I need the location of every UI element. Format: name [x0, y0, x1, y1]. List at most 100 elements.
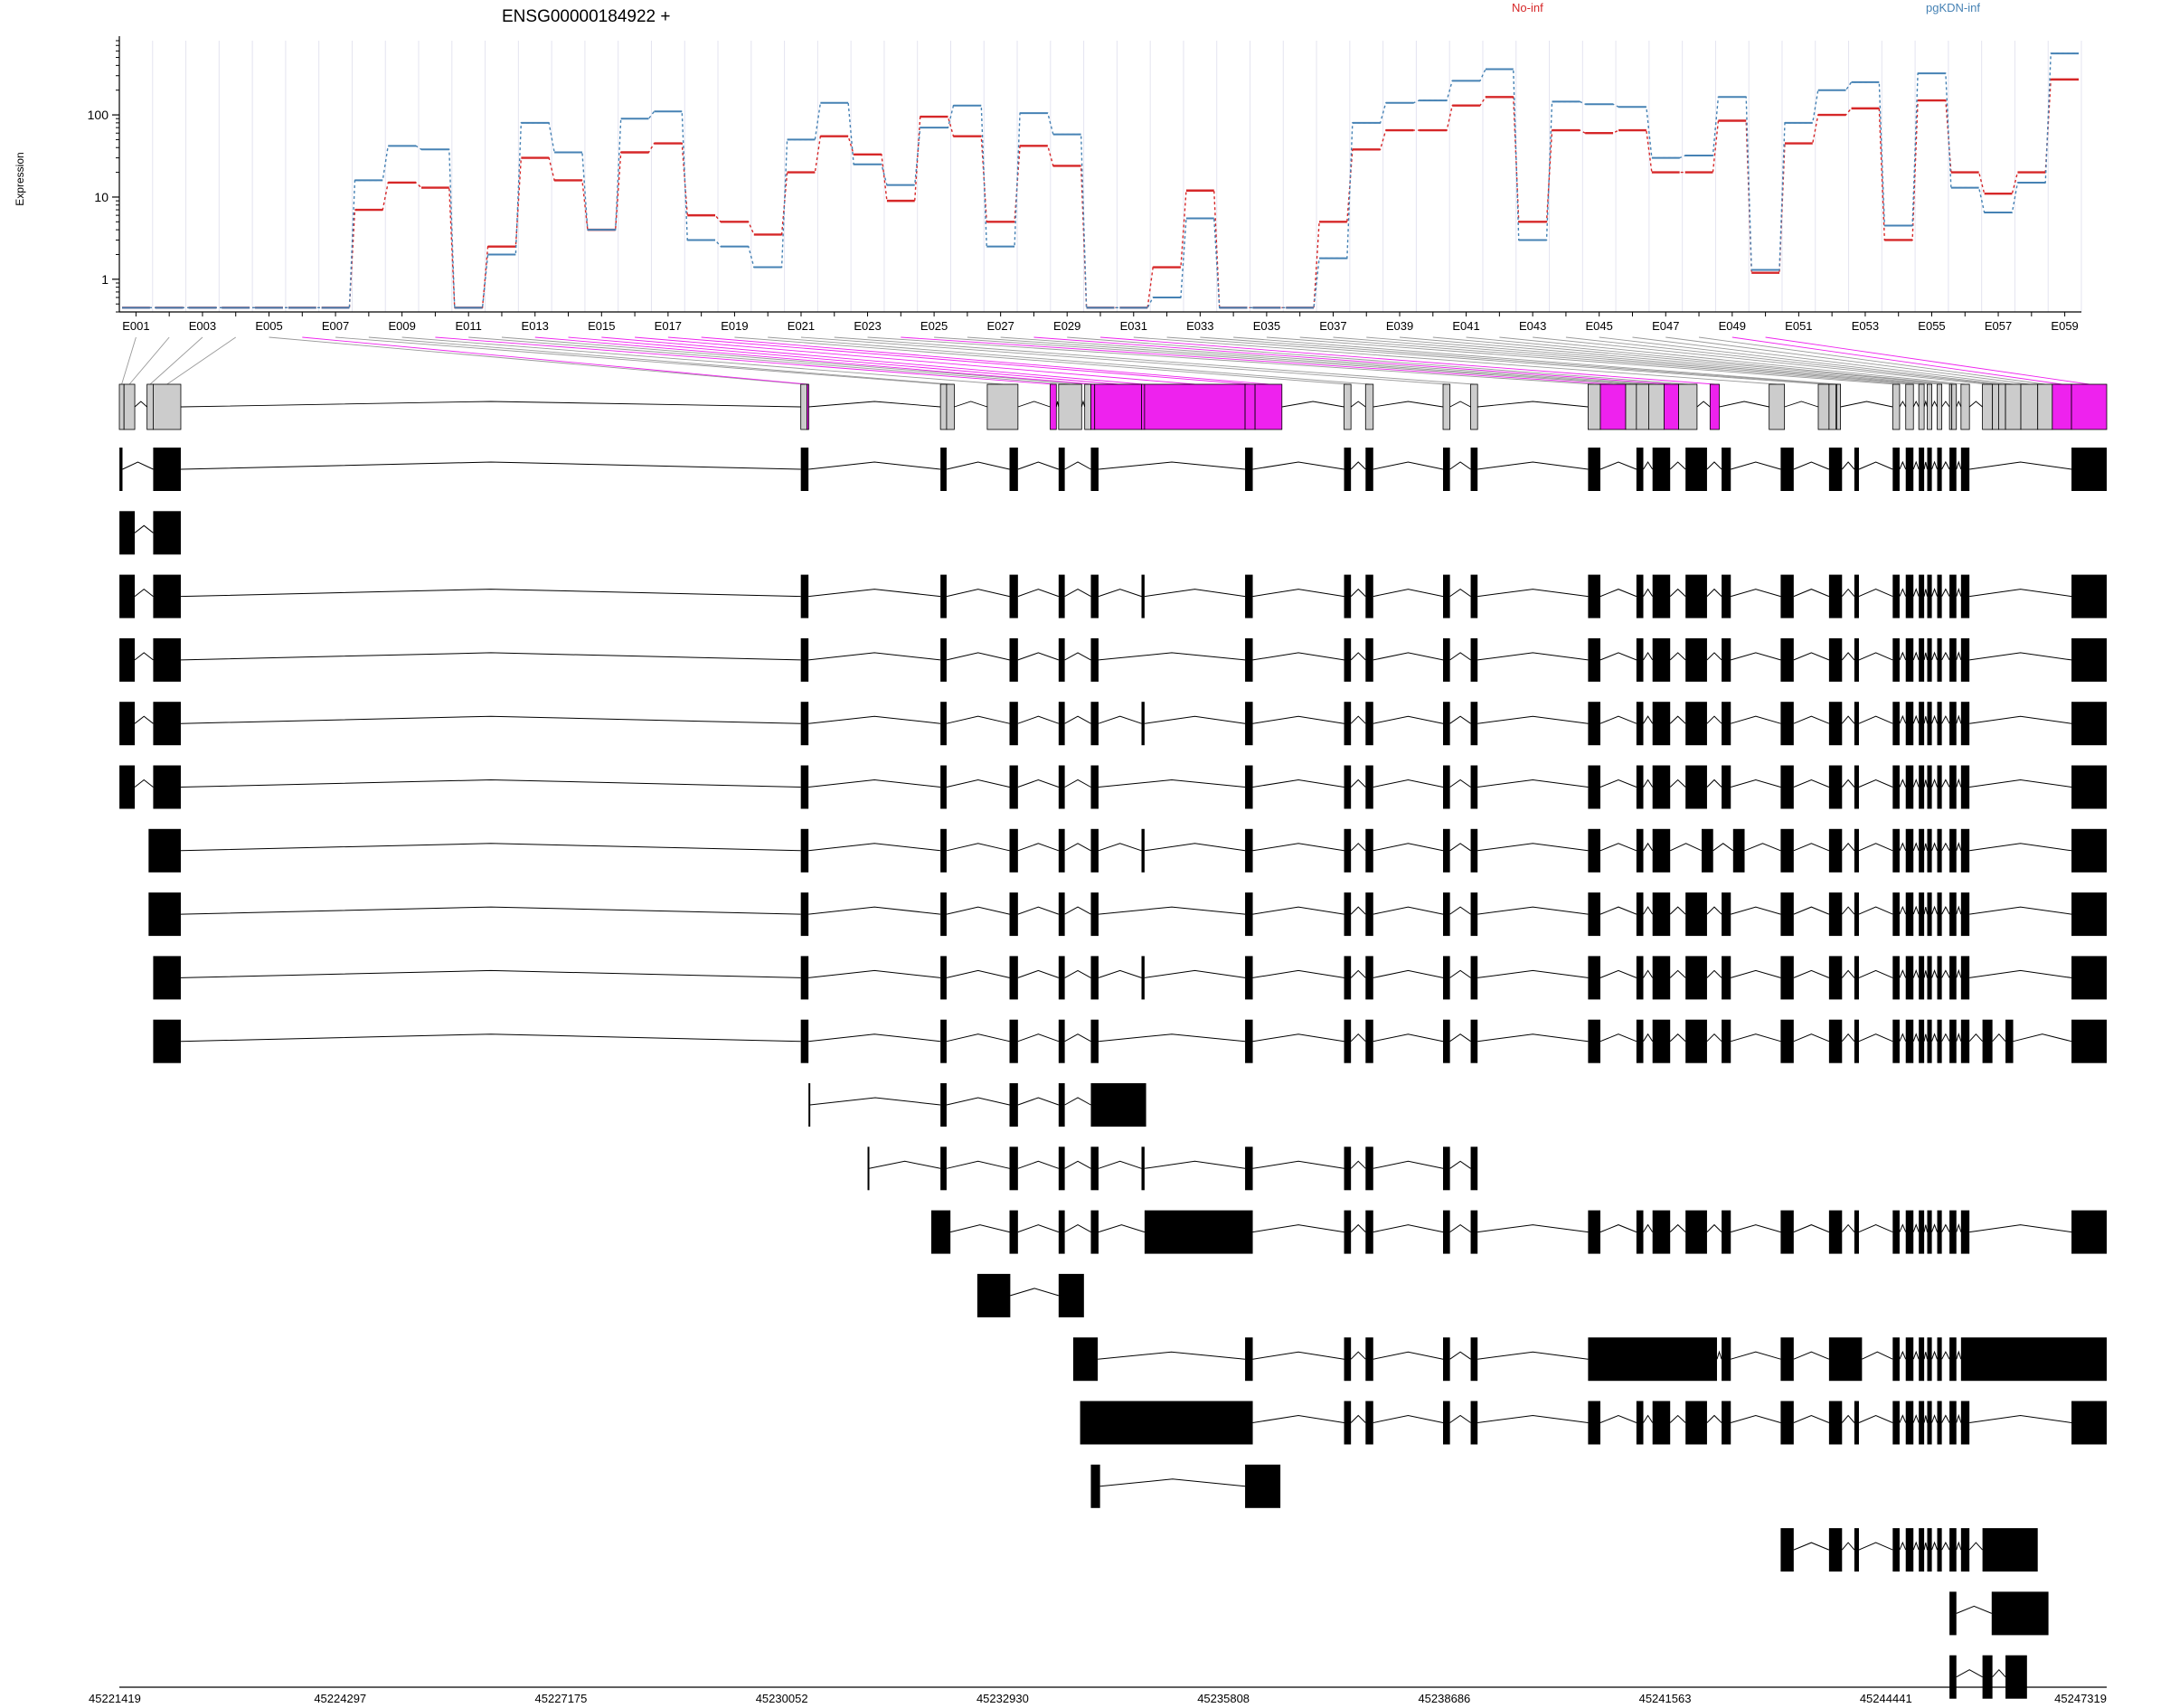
transcript-exon — [1854, 1210, 1859, 1254]
transcript-exon — [153, 1019, 181, 1063]
transcript-exon — [1949, 1528, 1957, 1572]
transcript-intron — [2013, 1033, 2072, 1043]
transcript-exon — [2071, 828, 2107, 873]
exon-box — [1364, 383, 1374, 430]
transcript-intron — [1731, 779, 1781, 788]
transcript-exon — [1722, 1401, 1731, 1445]
plot-area: 1 10 100 E001 E003 E005 E007 E009 E011 E013 E015 E0… — [88, 36, 2082, 333]
transcript-intron — [1017, 589, 1059, 598]
transcript-intron — [1477, 843, 1589, 852]
transcript-exon — [800, 765, 809, 809]
transcript-intron — [1477, 906, 1589, 915]
transcript-intron — [1669, 652, 1686, 661]
intron-line — [1017, 401, 1051, 408]
transcript-exon — [1470, 765, 1478, 809]
intron-line — [1449, 401, 1471, 408]
transcript-intron — [1599, 1414, 1637, 1423]
transcript-exon — [1722, 574, 1731, 618]
x-tick-label: E009 — [388, 319, 415, 333]
x-tick-label: E045 — [1586, 319, 1613, 333]
transcript-intron — [1643, 969, 1654, 978]
intron-line — [1477, 401, 1589, 408]
transcript-intron — [1931, 651, 1939, 661]
transcript-exon — [1854, 1019, 1859, 1063]
transcript-exon — [2071, 1401, 2107, 1445]
intron-line — [1840, 401, 1893, 408]
intron-line — [808, 401, 941, 408]
transcript-intron — [1373, 1033, 1444, 1043]
transcript-exon — [1685, 765, 1707, 809]
transcript-intron — [1252, 1033, 1344, 1043]
transcript-intron — [1956, 460, 1962, 470]
transcript-intron — [1931, 1033, 1939, 1042]
transcript-intron — [1956, 1669, 1983, 1678]
transcript-intron — [1350, 461, 1366, 470]
exon-box — [1058, 383, 1082, 430]
transcript-exon — [1443, 702, 1450, 746]
transcript-intron — [134, 588, 154, 597]
transcript-exon — [1722, 765, 1731, 809]
transcript-exon — [1919, 892, 1925, 937]
exon-box — [1678, 383, 1698, 430]
transcript-intron — [1931, 1414, 1939, 1423]
exon-connector — [1632, 336, 2014, 385]
exon-box — [1892, 383, 1901, 430]
transcript-exon — [1685, 702, 1707, 746]
transcript-exon — [1685, 1401, 1707, 1445]
exon-connector — [834, 336, 1475, 385]
transcript-exon — [1058, 892, 1065, 937]
transcript-intron — [1941, 1033, 1950, 1042]
exon-connector — [1399, 336, 1940, 385]
transcript-exon — [153, 574, 181, 618]
transcript-exon — [1732, 828, 1745, 873]
exon-box — [1992, 383, 1999, 430]
transcript-exon — [1905, 1210, 1914, 1254]
transcript-intron — [1350, 906, 1366, 915]
transcript-exon — [800, 828, 809, 873]
transcript-intron — [1477, 589, 1589, 598]
transcript-intron — [1064, 715, 1091, 724]
exon-box — [1828, 383, 1836, 430]
transcript-exon — [1892, 1528, 1900, 1572]
intron-line — [1923, 400, 1928, 408]
transcript-exon — [1009, 702, 1018, 746]
exon-connector — [934, 336, 1631, 385]
transcript-intron — [180, 969, 801, 978]
transcript-exon — [800, 448, 809, 491]
transcript-exon — [1365, 765, 1373, 809]
transcript-exon — [1058, 1273, 1084, 1317]
transcript-exon — [119, 574, 136, 618]
transcript-intron — [1841, 906, 1855, 915]
transcript-exon — [1344, 828, 1352, 873]
genomic-tick-label: 45244441 — [1860, 1692, 1912, 1705]
transcript-exon — [1780, 1337, 1794, 1382]
x-tick-label: E059 — [2051, 319, 2078, 333]
exon-box — [2037, 383, 2053, 430]
transcript-intron — [808, 715, 941, 724]
transcript-intron — [1941, 651, 1950, 661]
transcript-exon — [1828, 702, 1843, 746]
exon-connector — [1665, 336, 2030, 385]
exon-connector — [635, 336, 1195, 385]
transcript-intron — [1941, 588, 1950, 597]
transcript-intron — [946, 1160, 1010, 1169]
transcript-intron — [1706, 588, 1722, 597]
x-tick-label: E029 — [1053, 319, 1080, 333]
exon-box — [1636, 383, 1649, 430]
transcript-intron — [1931, 1223, 1939, 1232]
gene-model: 45221419 45224297 45227175 45230052 45232930… — [89, 336, 2108, 1705]
transcript-exon — [1470, 1337, 1478, 1382]
transcript-intron — [1449, 715, 1471, 724]
exon-connector — [1366, 336, 1930, 385]
exon-connector — [435, 336, 1053, 385]
transcript-exon — [1991, 1591, 2049, 1636]
transcript-exon — [1009, 448, 1018, 491]
transcript-intron — [808, 461, 941, 470]
transcript-exon — [1949, 956, 1957, 1000]
transcript-exon — [1780, 956, 1794, 1000]
transcript-exon — [1058, 574, 1065, 618]
transcript-exon — [1919, 956, 1925, 1000]
transcript-intron — [1941, 715, 1950, 724]
transcript-exon — [1949, 1655, 1957, 1699]
transcript-exon — [1090, 574, 1099, 618]
